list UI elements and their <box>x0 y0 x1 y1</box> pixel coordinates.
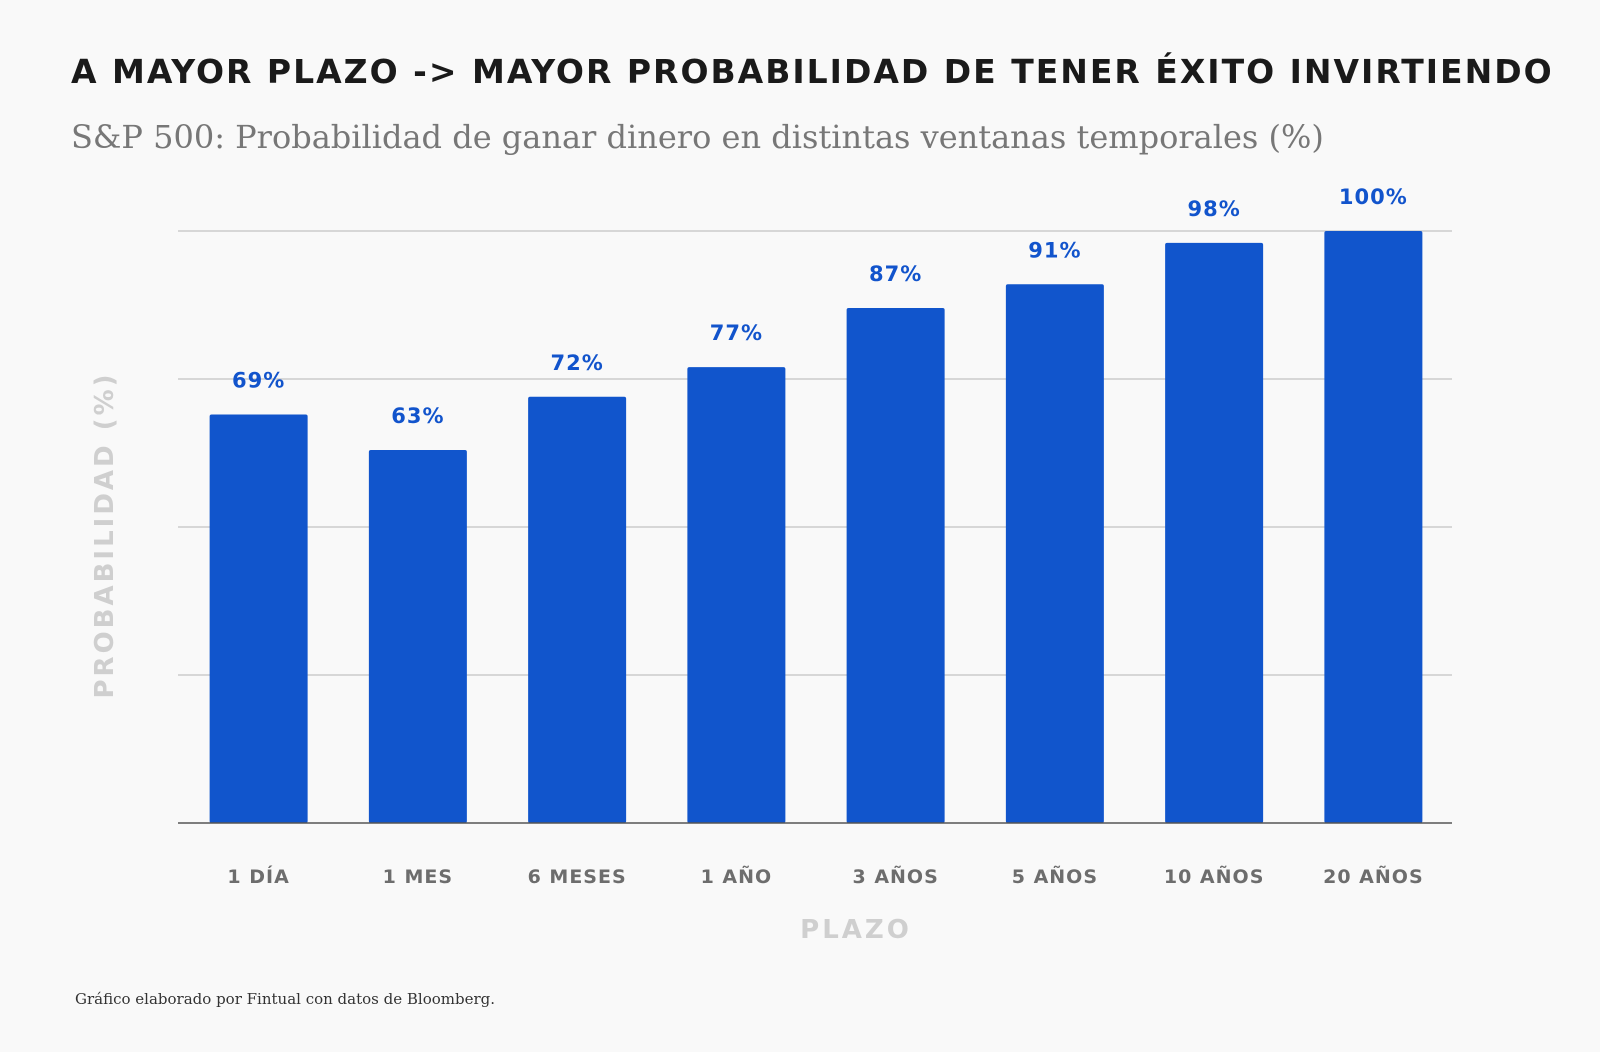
bar <box>846 307 945 824</box>
value-label: 63% <box>391 404 444 428</box>
chart-subtitle: S&P 500: Probabilidad de ganar dinero en… <box>71 118 1324 156</box>
bar <box>1005 284 1104 823</box>
value-labels: 69% 63% 72% 77% 87% 91% 98% 100% <box>232 185 1408 428</box>
value-label: 91% <box>1028 238 1081 262</box>
bar <box>687 367 786 823</box>
value-label: 77% <box>710 321 763 345</box>
footnote: Gráfico elaborado por Fintual con datos … <box>75 990 495 1008</box>
x-tick-label: 10 AÑOS <box>1164 864 1265 888</box>
value-label: 69% <box>232 369 285 393</box>
bar <box>1324 231 1423 823</box>
bar <box>209 414 308 823</box>
x-tick-label: 6 MESES <box>528 866 627 888</box>
value-label: 100% <box>1339 185 1408 209</box>
x-tick-label: 1 MES <box>383 866 453 888</box>
chart-title: A MAYOR PLAZO -> MAYOR PROBABILIDAD DE T… <box>71 52 1554 91</box>
x-tick-label: 5 AÑOS <box>1012 864 1098 888</box>
x-tick-label: 1 DÍA <box>227 865 289 888</box>
value-label: 87% <box>869 262 922 286</box>
x-tick-label: 3 AÑOS <box>852 864 938 888</box>
bar <box>368 450 467 823</box>
y-axis-label: PROBABILIDAD (%) <box>90 371 120 698</box>
x-tick-label: 20 AÑOS <box>1323 864 1424 888</box>
value-label: 98% <box>1187 197 1240 221</box>
x-tick-label: 1 AÑO <box>701 864 773 888</box>
bar <box>1165 242 1264 824</box>
bars <box>209 231 1423 824</box>
x-axis-label: PLAZO <box>800 915 912 945</box>
value-label: 72% <box>550 351 603 375</box>
x-tick-labels: 1 DÍA 1 MES 6 MESES 1 AÑO 3 AÑOS 5 AÑOS 10 AÑO… <box>227 864 1424 888</box>
bar <box>528 396 627 823</box>
